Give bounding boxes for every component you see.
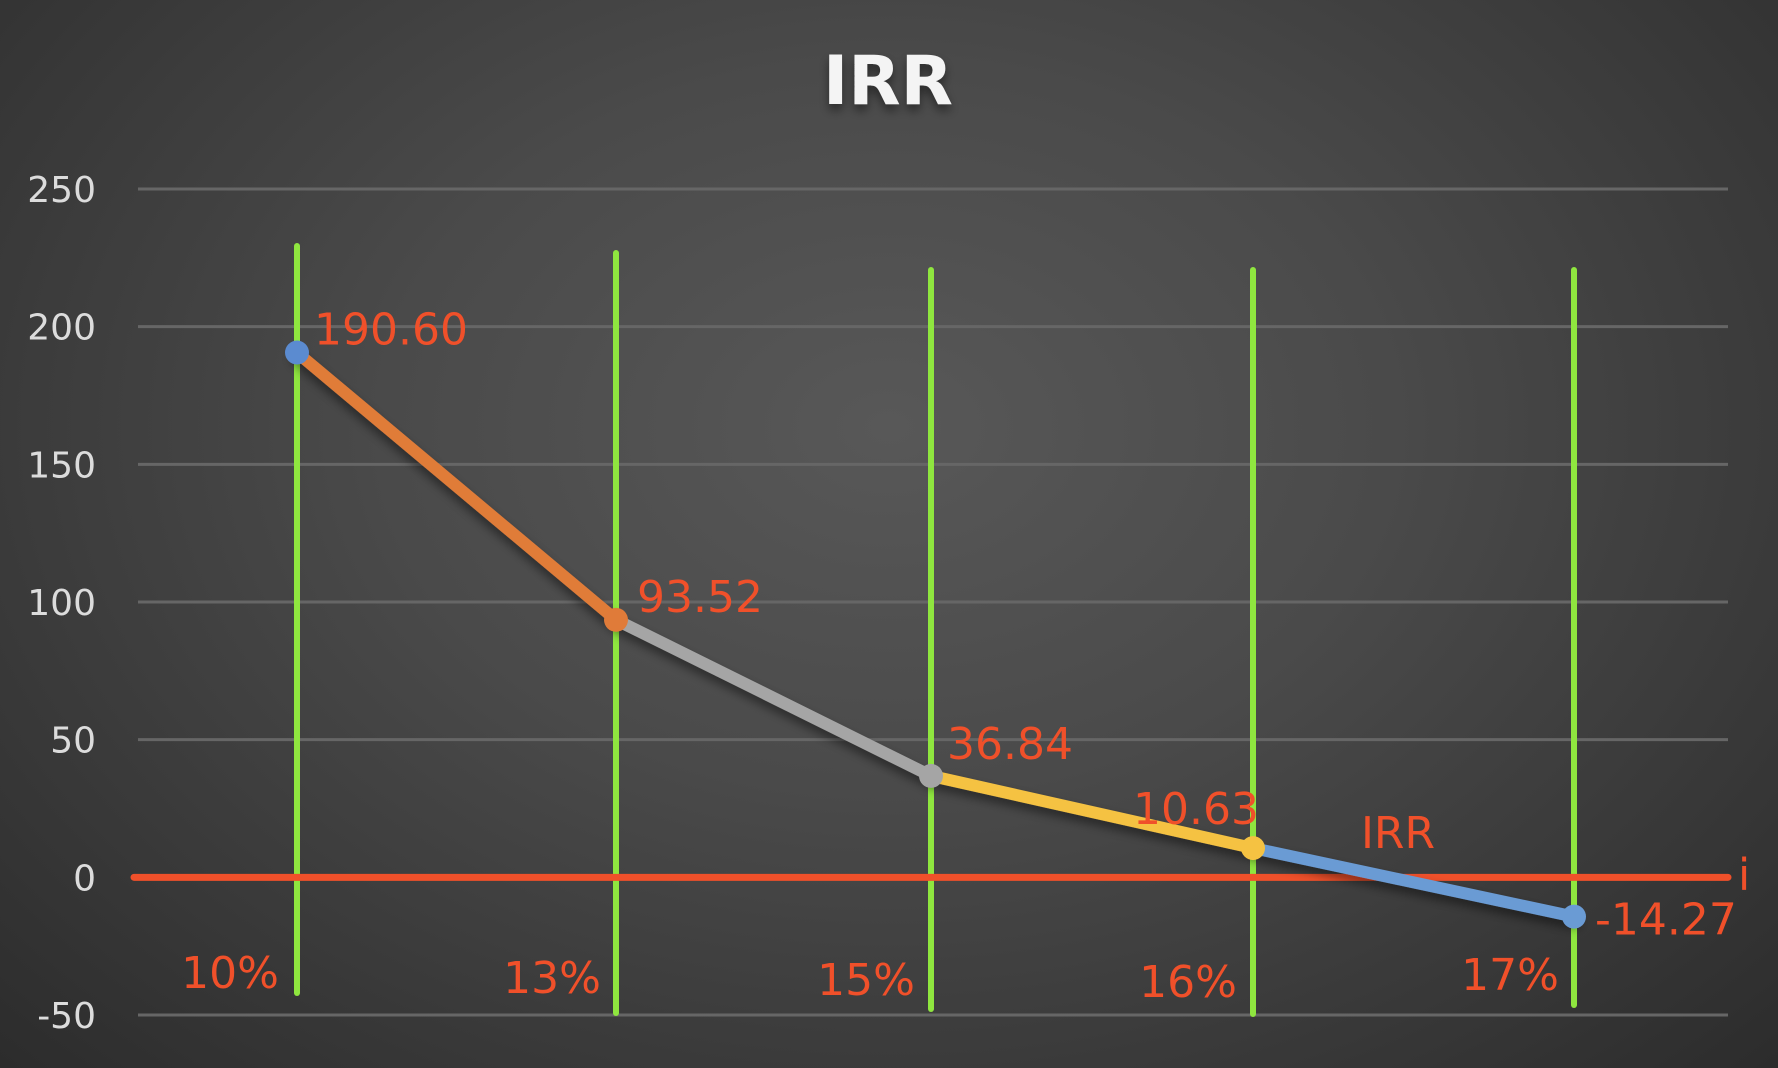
line-segment <box>925 769 1259 855</box>
line-segment <box>610 613 937 782</box>
chart-title: IRR <box>823 42 953 121</box>
line-segment <box>291 346 622 626</box>
data-point <box>1562 904 1586 929</box>
irr-annotation: IRR <box>1361 808 1435 859</box>
data-point <box>285 340 309 365</box>
data-point <box>604 607 628 632</box>
y-tick-label: 150 <box>27 445 96 486</box>
data-label: 10.63 <box>1133 784 1259 835</box>
category-label: 17% <box>1461 950 1559 1001</box>
y-tick-label: 200 <box>27 308 96 349</box>
y-tick-label: 250 <box>27 170 96 211</box>
y-tick-label: 100 <box>27 583 96 624</box>
y-tick-label: 50 <box>50 721 96 762</box>
data-label: 93.52 <box>637 572 763 623</box>
line-segment <box>1247 842 1580 923</box>
data-label: -14.27 <box>1595 895 1737 946</box>
y-tick-label: 0 <box>73 858 96 899</box>
category-label: 16% <box>1139 957 1237 1008</box>
data-label: 36.84 <box>947 719 1073 770</box>
category-label: 10% <box>181 948 279 999</box>
data-point <box>919 763 943 788</box>
data-label: 190.60 <box>314 305 468 356</box>
data-point <box>1241 836 1265 861</box>
category-label: 13% <box>503 953 601 1004</box>
category-label: 15% <box>817 955 915 1006</box>
y-tick-label: -50 <box>37 996 96 1037</box>
x-axis-label: i <box>1738 849 1750 900</box>
